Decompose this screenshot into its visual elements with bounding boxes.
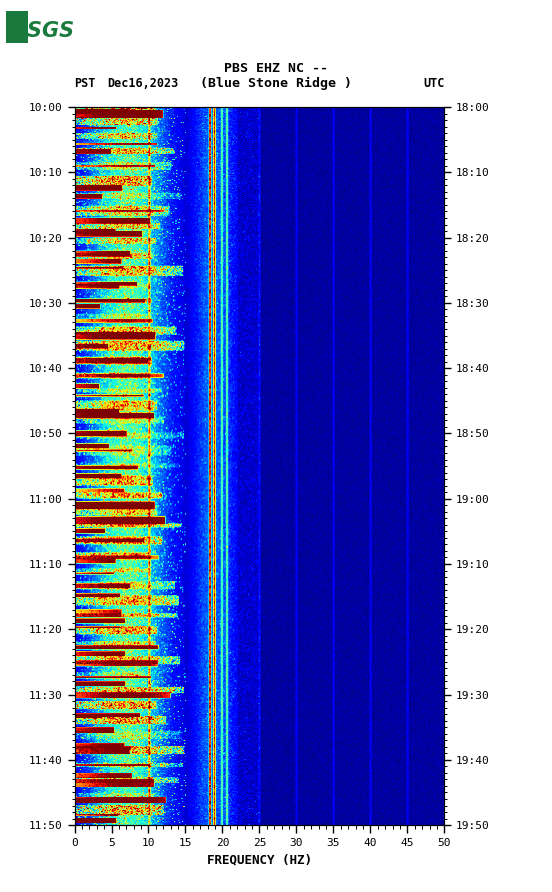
Text: UTC: UTC bbox=[423, 78, 444, 90]
Text: PBS EHZ NC --: PBS EHZ NC -- bbox=[224, 62, 328, 75]
Text: (Blue Stone Ridge ): (Blue Stone Ridge ) bbox=[200, 78, 352, 90]
X-axis label: FREQUENCY (HZ): FREQUENCY (HZ) bbox=[207, 854, 312, 867]
Text: USGS: USGS bbox=[11, 21, 75, 41]
Text: PST: PST bbox=[75, 78, 96, 90]
FancyBboxPatch shape bbox=[6, 11, 28, 43]
Text: Dec16,2023: Dec16,2023 bbox=[108, 78, 179, 90]
